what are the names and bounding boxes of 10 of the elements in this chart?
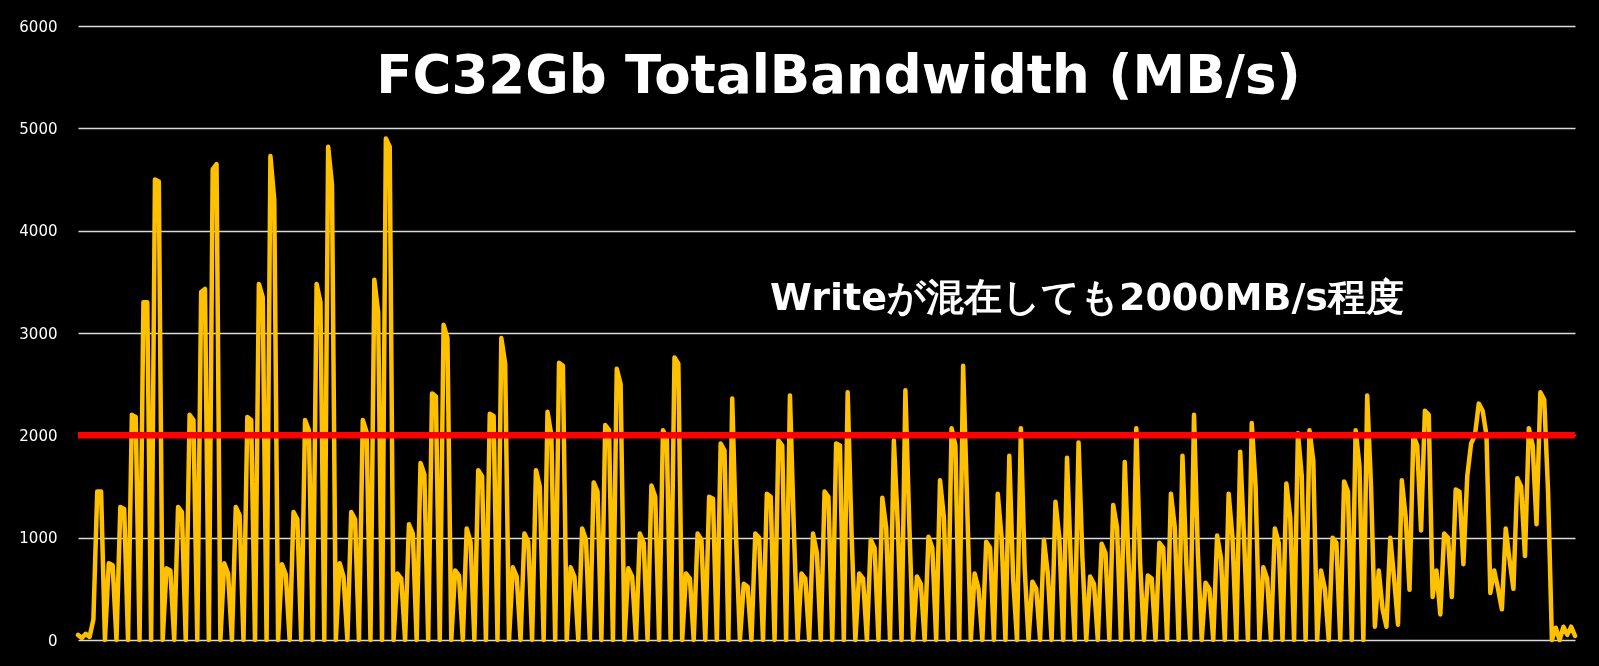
y-tick-label: 6000	[19, 17, 58, 36]
annotation: Writeが混在しても2000MB/s程度	[770, 275, 1404, 319]
y-tick-label: 5000	[19, 119, 58, 138]
line-series	[75, 136, 1578, 643]
y-tick-label: 1000	[19, 529, 58, 548]
y-tick-label: 0	[47, 631, 58, 650]
y-tick-label: 3000	[19, 324, 58, 343]
y-tick-label: 2000	[19, 426, 58, 445]
chart-title: FC32Gb TotalBandwidth (MB/s)	[376, 44, 1301, 105]
y-tick-label: 4000	[19, 222, 58, 241]
